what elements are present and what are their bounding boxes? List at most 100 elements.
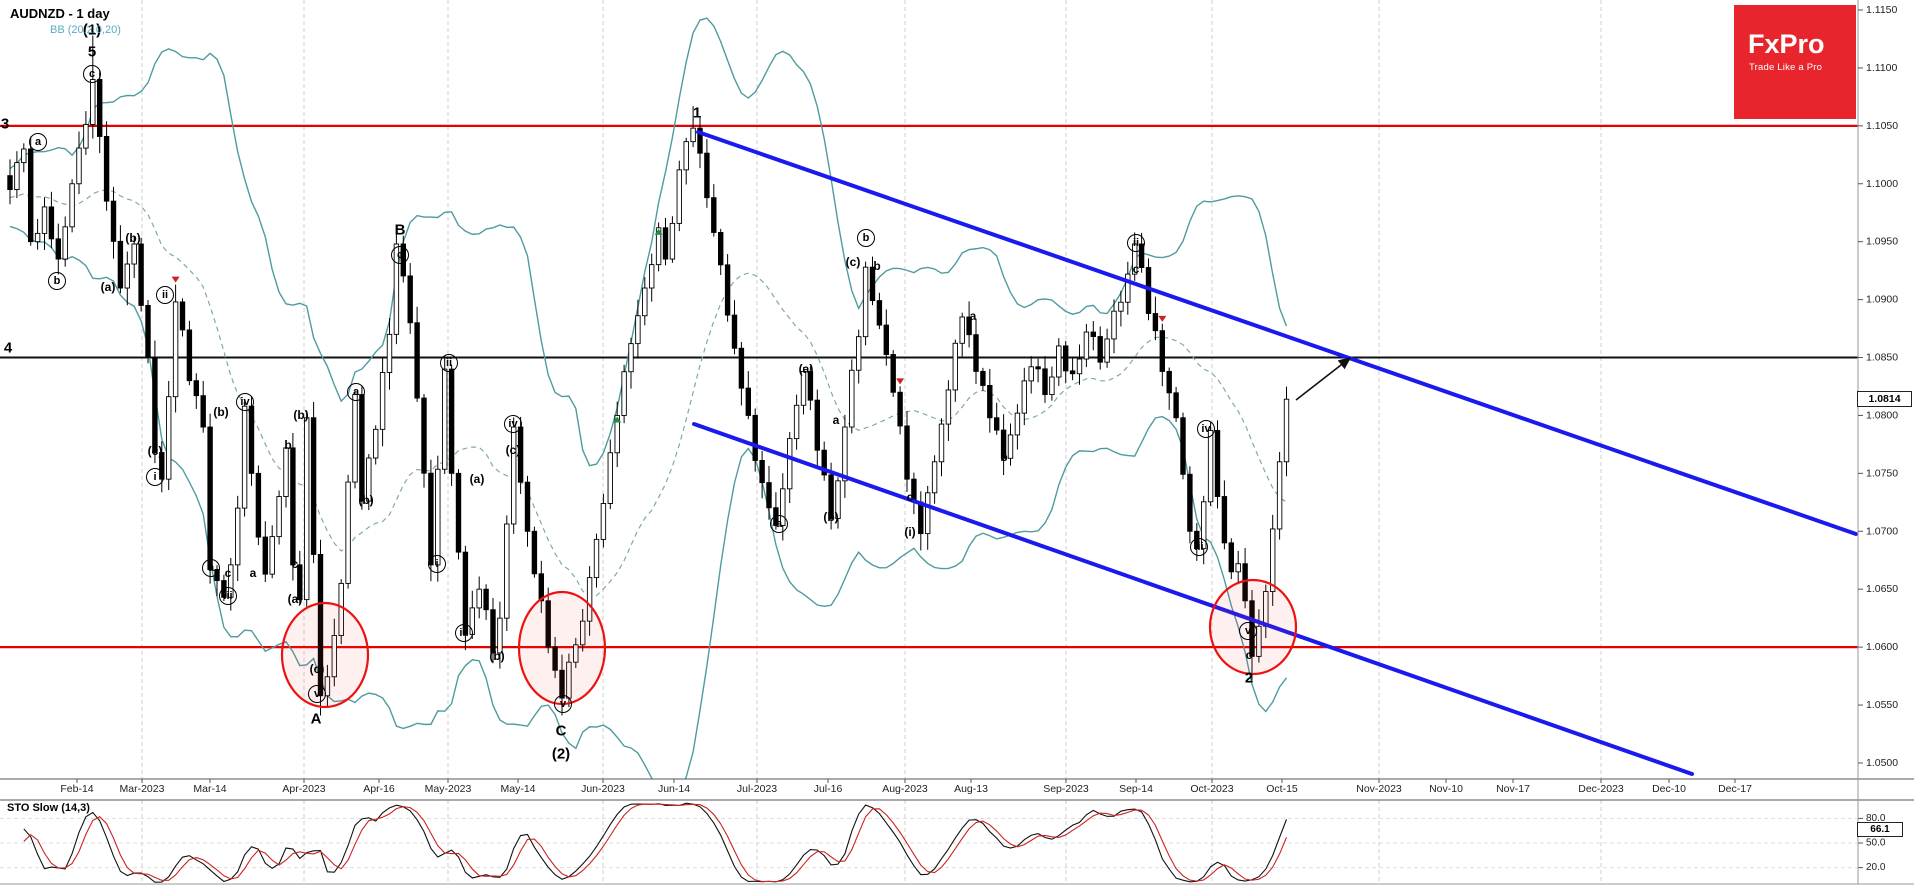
candle-body: [842, 426, 848, 482]
price-axis-label[interactable]: 1.0750: [1866, 467, 1898, 479]
candle-body: [821, 449, 827, 476]
candle-body: [552, 646, 558, 671]
wave-label-circle: [156, 286, 174, 304]
price-axis-label[interactable]: 1.0650: [1866, 583, 1898, 595]
time-axis-label[interactable]: Apr-2023: [282, 783, 325, 795]
brand-tagline: Trade Like a Pro: [1749, 62, 1823, 73]
time-axis-label[interactable]: Jul-16: [814, 783, 843, 795]
time-axis-label[interactable]: Mar-2023: [120, 783, 165, 795]
candle-body: [490, 609, 496, 654]
bb-upper: [9, 17, 1288, 467]
candle-body: [600, 503, 607, 540]
brand-name: FxPro: [1748, 29, 1825, 59]
time-axis-label[interactable]: Nov-2023: [1356, 783, 1402, 795]
wave-label-circle: [857, 229, 875, 247]
candle-body: [455, 472, 462, 553]
wave-label: (b): [125, 231, 140, 245]
price-axis-label[interactable]: 1.0700: [1866, 525, 1898, 537]
wave-label: ii: [446, 357, 452, 369]
wave-label: i: [435, 558, 438, 570]
candle-body: [1028, 366, 1034, 382]
candle-body: [931, 461, 938, 494]
candle-body: [290, 447, 296, 566]
wave-label: v: [1245, 625, 1252, 637]
candle-body: [724, 264, 731, 316]
price-axis-label[interactable]: 1.1050: [1866, 120, 1898, 132]
wave-label: ii: [162, 289, 168, 301]
time-axis-label[interactable]: Dec-17: [1718, 783, 1752, 795]
time-axis-label[interactable]: Nov-17: [1496, 783, 1530, 795]
time-axis-label[interactable]: Dec-10: [1652, 783, 1686, 795]
price-axis-label[interactable]: 1.1100: [1866, 62, 1897, 74]
candle-body: [711, 197, 717, 233]
candle-body: [400, 243, 406, 277]
candle-body: [504, 523, 510, 619]
time-axis-label[interactable]: Oct-2023: [1190, 783, 1233, 795]
time-axis-label[interactable]: May-14: [500, 783, 535, 795]
sto-axis-label: 50.0: [1866, 838, 1886, 849]
price-axis-label[interactable]: 1.0800: [1866, 409, 1898, 421]
candle-body: [90, 79, 96, 125]
wave-label: c: [1133, 262, 1140, 276]
time-axis-label[interactable]: Mar-14: [193, 783, 226, 795]
candle-body: [628, 343, 634, 373]
candle-body: [186, 329, 193, 382]
wave-label: c: [225, 566, 232, 580]
bb-lower: [9, 225, 1288, 779]
time-axis-label[interactable]: Oct-15: [1266, 783, 1298, 795]
candle-body: [379, 372, 386, 430]
time-axis-label[interactable]: Jun-2023: [581, 783, 625, 795]
price-axis-label[interactable]: 1.0850: [1866, 352, 1898, 364]
wave-label-circle: [1239, 622, 1257, 640]
wave-label: iv: [1201, 423, 1211, 435]
price-axis-label[interactable]: 1.0950: [1866, 236, 1898, 248]
time-axis-label[interactable]: May-2023: [425, 783, 472, 795]
candle-body: [511, 426, 517, 525]
sell-marker: [1158, 315, 1167, 322]
price-axis-label[interactable]: 1.1150: [1866, 4, 1897, 16]
bollinger-bands: [9, 17, 1288, 779]
candle-body: [1035, 366, 1041, 370]
time-axis-label[interactable]: Aug-2023: [882, 783, 928, 795]
wave-label: (a): [799, 362, 814, 376]
wave-label-circle: [236, 393, 254, 411]
time-axis-label[interactable]: Sep-2023: [1043, 783, 1089, 795]
time-axis-label[interactable]: Dec-2023: [1578, 783, 1624, 795]
time-axis-label[interactable]: Jul-2023: [737, 783, 777, 795]
wave-label: a: [833, 413, 840, 427]
candle-body: [614, 414, 620, 454]
candle-body: [787, 438, 793, 490]
price-axis-label[interactable]: 1.0600: [1866, 641, 1898, 653]
price-axis-label[interactable]: 1.1000: [1866, 178, 1898, 190]
time-axis-label[interactable]: Aug-13: [954, 783, 988, 795]
candle-body: [1042, 368, 1048, 396]
price-axis-label[interactable]: 1.0500: [1866, 757, 1898, 769]
candle-body: [869, 266, 876, 302]
highlight-circle: [517, 590, 607, 706]
time-axis-label[interactable]: Jun-14: [658, 783, 690, 795]
wave-label: v: [560, 698, 567, 710]
candle-body: [262, 536, 268, 575]
candle-body: [1249, 600, 1255, 657]
wave-label: c: [397, 249, 403, 261]
wave-label-circle: [1190, 538, 1208, 556]
time-axis-label[interactable]: Apr-16: [363, 783, 395, 795]
candle-body: [241, 405, 248, 509]
wave-label: (b): [823, 510, 838, 524]
price-axis-label[interactable]: 1.0900: [1866, 294, 1898, 306]
time-axis-label[interactable]: Feb-14: [60, 783, 93, 795]
candle-body: [793, 404, 800, 440]
candle-body: [883, 324, 889, 355]
candle-body: [7, 175, 13, 191]
wave-label: v: [314, 688, 321, 700]
candle-body: [828, 474, 834, 519]
candle-body: [1221, 496, 1228, 544]
time-axis-label[interactable]: Nov-10: [1429, 783, 1463, 795]
price-axis-label[interactable]: 1.0550: [1866, 699, 1898, 711]
candle-body: [1276, 461, 1283, 530]
candle-body: [531, 530, 538, 575]
candle-body: [862, 266, 869, 338]
candle-body: [131, 243, 137, 265]
time-axis-label[interactable]: Sep-14: [1119, 783, 1153, 795]
